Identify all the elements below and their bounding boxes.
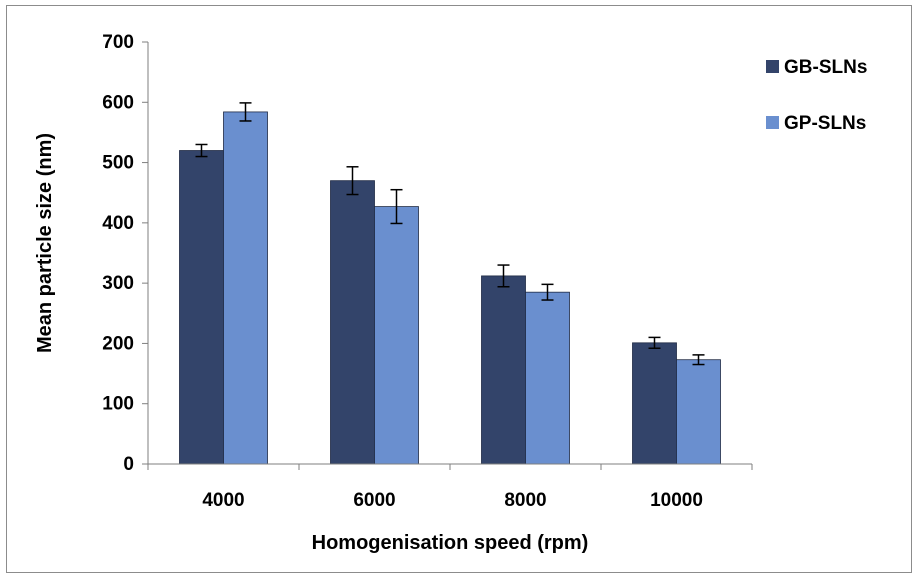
bar-gb-slns-10000 — [632, 342, 677, 465]
bar-gb-slns-4000 — [179, 150, 224, 465]
y-tick-label: 500 — [102, 153, 134, 174]
legend-label-gb-slns: GB-SLNs — [784, 57, 867, 78]
x-tick-label: 8000 — [504, 490, 546, 511]
bar-gp-slns-4000 — [223, 111, 268, 465]
x-tick-label: 6000 — [353, 490, 395, 511]
bar-gp-slns-8000 — [525, 291, 570, 465]
bar-gp-slns-10000 — [676, 359, 721, 465]
x-tick-label: 4000 — [202, 490, 244, 511]
y-tick-label: 300 — [102, 273, 134, 294]
legend-swatch-gb-slns — [766, 60, 779, 73]
bar-gb-slns-8000 — [481, 275, 526, 465]
y-axis-title: Mean particle size (nm) — [34, 133, 56, 353]
bar-gp-slns-6000 — [374, 206, 419, 465]
x-tick-label: 10000 — [650, 490, 703, 511]
legend-label-gp-slns: GP-SLNs — [784, 113, 866, 134]
chart-frame — [6, 5, 912, 573]
y-tick-label: 400 — [102, 213, 134, 234]
y-tick-label: 600 — [102, 92, 134, 113]
y-tick-label: 700 — [102, 32, 134, 53]
legend-swatch-gp-slns — [766, 116, 779, 129]
y-tick-label: 0 — [123, 454, 134, 475]
x-axis-title: Homogenisation speed (rpm) — [312, 532, 589, 554]
bar-gb-slns-6000 — [330, 180, 375, 465]
y-tick-label: 200 — [102, 333, 134, 354]
y-tick-label: 100 — [102, 394, 134, 415]
